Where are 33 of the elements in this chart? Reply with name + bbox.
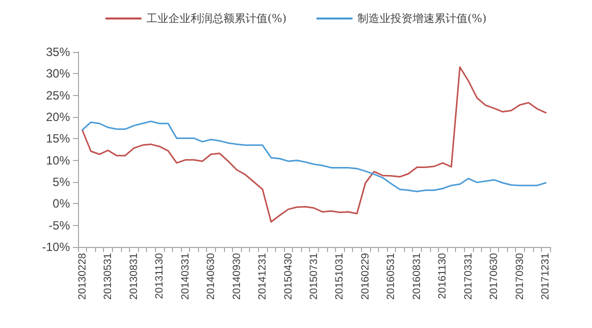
y-tick-label: 30% (46, 66, 70, 81)
x-tick-label: 20140331 (179, 252, 192, 300)
y-tick-label: 35% (46, 45, 70, 59)
x-tick-label: 20150430 (282, 252, 294, 300)
x-tick-label: 20131130 (154, 252, 166, 299)
x-tick-label: 20130228 (76, 252, 88, 300)
x-tick-label: 20170331 (462, 252, 474, 300)
x-tick-label: 20130831 (128, 252, 140, 300)
x-tick-label: 20161130 (436, 252, 449, 299)
x-tick-label: 20130531 (102, 252, 114, 300)
y-tick-label: 15% (46, 132, 70, 146)
y-tick-label: 5% (52, 175, 70, 189)
x-tick-label: 20160229 (359, 252, 372, 300)
line-series (82, 66, 546, 223)
x-tick-label: 20140630 (205, 252, 218, 300)
y-tick-label: -5% (48, 218, 70, 232)
x-tick-label: 20160531 (385, 252, 398, 300)
x-tick-label: 20170930 (514, 252, 526, 300)
x-tick-label: 20170630 (488, 252, 500, 300)
line-series (82, 120, 546, 192)
y-tick-label: 25% (46, 88, 70, 102)
y-tick-label: 20% (46, 110, 70, 124)
x-tick-label: 20141231 (256, 252, 269, 300)
x-tick-label: 20140930 (230, 252, 243, 300)
x-tick-label: 20151031 (334, 252, 346, 300)
x-tick-label: 20160831 (410, 252, 423, 300)
y-tick-label: 10% (46, 153, 70, 168)
legend-label: 制造业投资增速累计值(%) (358, 12, 487, 25)
x-tick-label: 20171231 (540, 252, 552, 300)
x-tick-label: 20150731 (308, 252, 320, 300)
y-tick-label: -10% (42, 240, 70, 254)
legend-label: 工业企业利润总额累计值(%) (146, 12, 287, 25)
y-tick-label: 0% (52, 196, 70, 211)
